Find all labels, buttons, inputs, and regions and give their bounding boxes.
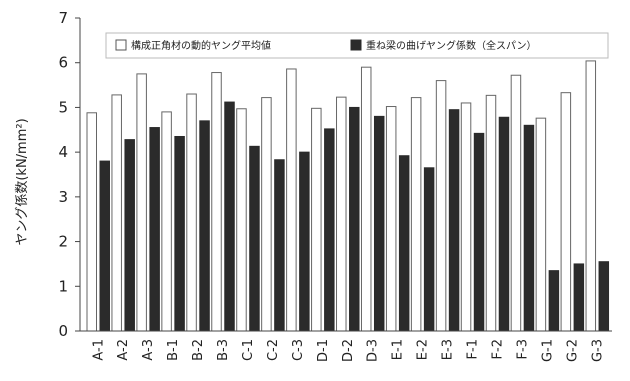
y-tick-label: 5 <box>58 98 68 116</box>
bar-dynamic-average <box>136 73 147 332</box>
bar-dynamic-average <box>111 94 122 332</box>
bar-dynamic-average <box>211 72 222 332</box>
legend-swatch-series-2 <box>350 39 362 51</box>
y-tick-label: 7 <box>58 9 68 27</box>
x-tick-label: C-1 <box>241 339 256 361</box>
x-tick-label: D-1 <box>316 339 331 362</box>
bar-beam-bending <box>349 106 360 332</box>
bar-dynamic-average <box>485 94 497 332</box>
bar-beam-bending <box>174 135 185 332</box>
legend: 構成正角材の動的ヤング平均値 重ね梁の曲げヤング係数（全スパン） <box>105 32 609 59</box>
bar-beam-bending <box>473 132 485 332</box>
bar-dynamic-average <box>261 97 272 332</box>
bar-dynamic-average <box>236 108 247 332</box>
bars <box>86 60 610 332</box>
y-tick-label: 6 <box>58 54 68 72</box>
x-tick-label: G-1 <box>540 339 555 362</box>
x-tick-label: B-2 <box>191 339 206 361</box>
y-tick-label: 0 <box>58 322 68 340</box>
bar-beam-bending <box>423 167 435 332</box>
bar-beam-bending <box>324 128 335 332</box>
x-tick-label: A-2 <box>116 339 131 361</box>
x-tick-label: G-2 <box>565 339 580 362</box>
bar-beam-bending <box>124 139 135 332</box>
x-tick-label: C-3 <box>291 339 306 361</box>
bar-beam-bending <box>99 160 110 332</box>
bar-beam-bending <box>299 151 310 332</box>
bar-beam-bending <box>598 261 610 332</box>
bar-beam-bending <box>523 124 535 332</box>
bar-dynamic-average <box>585 60 597 332</box>
y-tick-label: 4 <box>58 143 68 161</box>
y-tick-label: 3 <box>58 188 68 206</box>
bar-dynamic-average <box>535 117 547 332</box>
bar-beam-bending <box>149 127 160 332</box>
x-tick-label: G-3 <box>590 339 605 362</box>
x-axis: A-1 A-2 A-3 B-1 B-2 B-3 C-1 C-2 C-3 D-1 D-2 D-3 E-1 E… <box>91 339 605 362</box>
bar-dynamic-average <box>311 107 322 332</box>
x-tick-label: E-1 <box>391 339 406 360</box>
x-tick-label: A-3 <box>141 339 156 361</box>
bar-beam-bending <box>448 109 460 332</box>
bar-beam-bending <box>548 270 560 332</box>
x-tick-label: B-3 <box>216 339 231 361</box>
bar-dynamic-average <box>510 74 522 332</box>
x-tick-label: E-3 <box>441 339 456 360</box>
bar-beam-bending <box>573 263 585 332</box>
x-tick-label: B-1 <box>166 339 181 361</box>
bar-beam-bending <box>398 155 410 332</box>
x-tick-label: E-2 <box>416 339 431 360</box>
y-axis-title-group: ヤング係数(kN/mm²) <box>15 118 30 245</box>
bar-dynamic-average <box>435 80 447 332</box>
bar-beam-bending <box>249 145 260 332</box>
legend-label-series-1: 構成正角材の動的ヤング平均値 <box>131 39 271 52</box>
x-tick-label: D-3 <box>366 339 381 362</box>
x-tick-label: D-2 <box>341 339 356 362</box>
bar-dynamic-average <box>86 112 97 332</box>
bar-dynamic-average <box>385 106 397 332</box>
y-tick-label: 1 <box>58 277 68 295</box>
bar-dynamic-average <box>410 97 422 332</box>
y-axis: 0 1 2 3 4 5 6 7 <box>58 9 80 340</box>
legend-swatch-series-1 <box>115 39 127 51</box>
bar-dynamic-average <box>161 111 172 332</box>
bar-beam-bending <box>373 115 385 332</box>
y-axis-title: ヤング係数(kN/mm²) <box>15 118 30 245</box>
x-tick-label: A-1 <box>91 339 106 361</box>
bar-dynamic-average <box>360 66 372 332</box>
bar-dynamic-average <box>460 102 472 332</box>
x-tick-label: F-2 <box>490 339 505 359</box>
bar-dynamic-average <box>336 96 347 332</box>
y-tick-label: 2 <box>58 233 68 251</box>
x-tick-label: C-2 <box>266 339 281 361</box>
legend-label-series-2: 重ね梁の曲げヤング係数（全スパン） <box>366 39 537 52</box>
bar-beam-bending <box>274 159 285 332</box>
bar-beam-bending <box>199 120 210 332</box>
x-tick-label: F-3 <box>515 339 530 359</box>
bar-dynamic-average <box>560 92 572 332</box>
bar-beam-bending <box>498 116 510 332</box>
bar-dynamic-average <box>286 68 297 332</box>
bar-beam-bending <box>224 101 235 332</box>
x-tick-label: F-1 <box>466 339 481 359</box>
bar-dynamic-average <box>186 93 197 332</box>
